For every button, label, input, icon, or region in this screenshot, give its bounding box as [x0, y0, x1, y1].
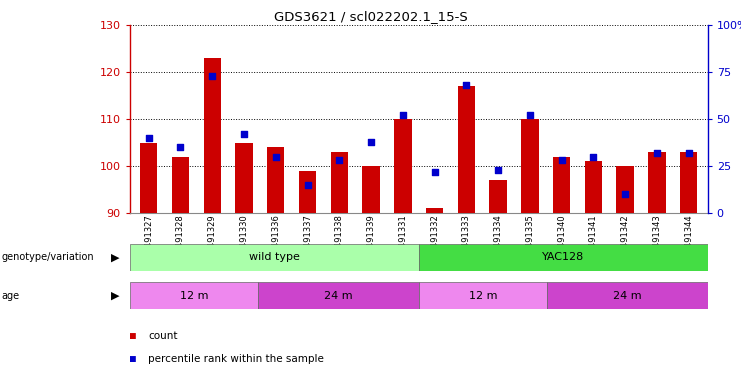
- Bar: [235, 142, 253, 213]
- Bar: [204, 58, 221, 213]
- Text: 24 m: 24 m: [613, 291, 642, 301]
- Point: [143, 135, 155, 141]
- Point: [206, 73, 218, 79]
- Text: wild type: wild type: [249, 252, 299, 262]
- Point: [460, 82, 472, 88]
- Point: [556, 157, 568, 164]
- Point: [397, 112, 409, 118]
- Point: [492, 167, 504, 173]
- Text: 12 m: 12 m: [179, 291, 208, 301]
- Text: 24 m: 24 m: [324, 291, 353, 301]
- Bar: [258, 282, 419, 309]
- Point: [619, 191, 631, 197]
- Point: [238, 131, 250, 137]
- Point: [175, 144, 187, 151]
- Point: [428, 169, 440, 175]
- Text: ▶: ▶: [110, 291, 119, 301]
- Text: genotype/variation: genotype/variation: [1, 252, 94, 262]
- Bar: [419, 282, 547, 309]
- Bar: [547, 282, 708, 309]
- Bar: [489, 180, 507, 213]
- Point: [651, 150, 662, 156]
- Bar: [362, 166, 379, 213]
- Bar: [140, 142, 157, 213]
- Bar: [585, 161, 602, 213]
- Text: age: age: [1, 291, 19, 301]
- Bar: [172, 157, 189, 213]
- Text: GDS3621 / scl022202.1_15-S: GDS3621 / scl022202.1_15-S: [273, 10, 468, 23]
- Point: [682, 150, 694, 156]
- Text: YAC128: YAC128: [542, 252, 585, 262]
- Bar: [426, 209, 443, 213]
- Bar: [419, 244, 708, 271]
- Text: ▶: ▶: [110, 252, 119, 262]
- Bar: [457, 86, 475, 213]
- Bar: [394, 119, 411, 213]
- Bar: [617, 166, 634, 213]
- Bar: [299, 171, 316, 213]
- Bar: [330, 152, 348, 213]
- Bar: [130, 282, 258, 309]
- Bar: [648, 152, 665, 213]
- Text: count: count: [148, 331, 178, 341]
- Bar: [553, 157, 571, 213]
- Text: ■: ■: [130, 354, 136, 364]
- Text: percentile rank within the sample: percentile rank within the sample: [148, 354, 324, 364]
- Bar: [521, 119, 539, 213]
- Point: [365, 139, 377, 145]
- Text: ■: ■: [130, 331, 136, 341]
- Bar: [680, 152, 697, 213]
- Point: [524, 112, 536, 118]
- Text: 12 m: 12 m: [468, 291, 497, 301]
- Bar: [267, 147, 285, 213]
- Point: [270, 154, 282, 160]
- Point: [333, 157, 345, 164]
- Point: [588, 154, 599, 160]
- Point: [302, 182, 313, 188]
- Bar: [130, 244, 419, 271]
